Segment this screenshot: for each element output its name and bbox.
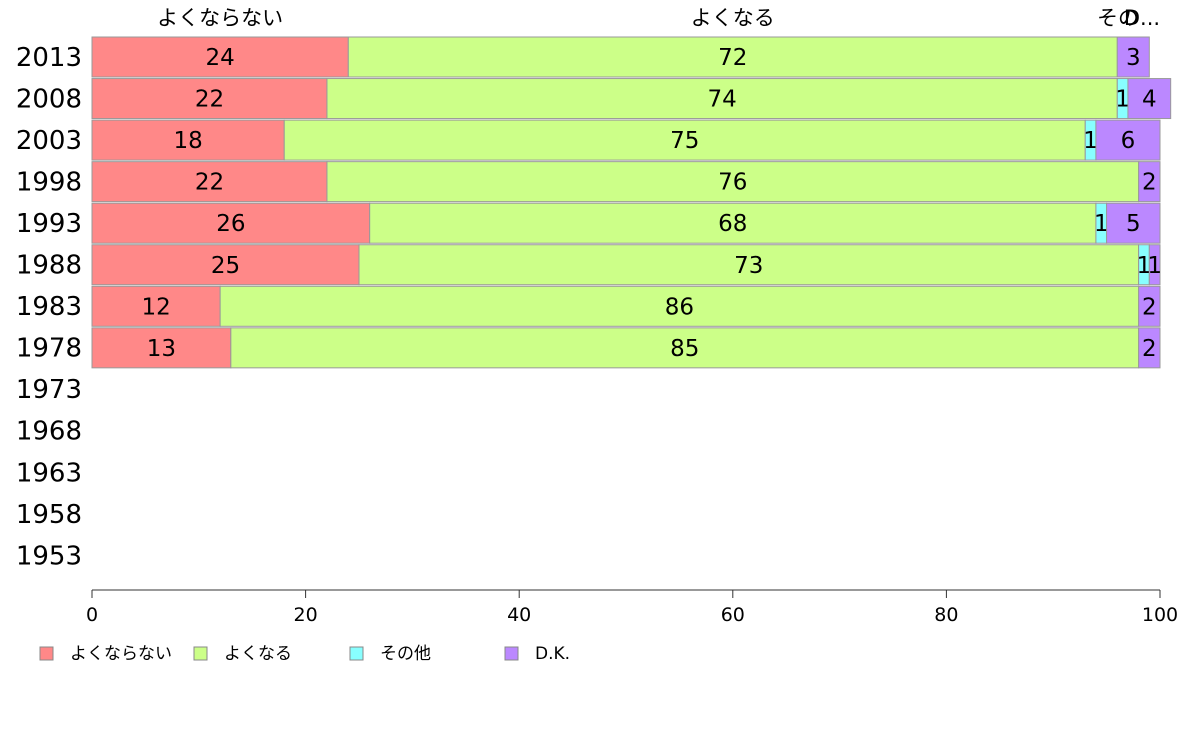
- bar-value-label: 5: [1126, 211, 1141, 237]
- legend-label: よくなる: [224, 644, 292, 664]
- bar-segment: [91, 285, 221, 327]
- y-tick-label: 2008: [16, 84, 82, 114]
- bar-segment: [326, 161, 1140, 203]
- legend-label: D.K.: [535, 644, 570, 664]
- legend-label: よくならない: [70, 644, 172, 664]
- bar-value-label: 2: [1142, 170, 1157, 196]
- bar-segment: [1106, 202, 1161, 244]
- legend-label: その他: [380, 644, 431, 664]
- bar-value-label: 3: [1126, 45, 1141, 71]
- bar-segment: [91, 327, 232, 369]
- bar-segment: [1127, 78, 1172, 120]
- bar-value-label: 22: [195, 170, 224, 196]
- bar-value-label: 73: [734, 253, 763, 279]
- x-tick-label: 0: [86, 604, 98, 626]
- bar-value-label: 72: [718, 45, 747, 71]
- bar-segment: [326, 78, 1118, 120]
- y-tick-label: 1958: [16, 500, 82, 530]
- bar-value-label: 22: [195, 87, 224, 113]
- bar-segment: [91, 161, 328, 203]
- bar-segment: [358, 244, 1140, 286]
- bar-value-label: 26: [216, 211, 245, 237]
- bar-segment: [91, 244, 360, 286]
- x-tick-label: 40: [507, 604, 531, 626]
- bar-segment: [1095, 119, 1161, 161]
- y-tick-label: 1978: [16, 334, 82, 364]
- bar-value-label: 2: [1142, 294, 1157, 320]
- bar-value-label: 13: [147, 336, 176, 362]
- x-tick-label: 60: [721, 604, 745, 626]
- y-tick-label: 2003: [16, 126, 82, 156]
- bar-value-label: 18: [173, 128, 202, 154]
- bar-segment: [91, 36, 349, 78]
- legend-swatch: [504, 646, 519, 661]
- x-tick-label: 100: [1142, 604, 1178, 626]
- bar-segment: [1138, 327, 1161, 369]
- bar-value-label: 25: [211, 253, 240, 279]
- bar-value-label: 24: [206, 45, 235, 71]
- y-tick-label: 1988: [16, 251, 82, 281]
- bar-value-label: 86: [665, 294, 694, 320]
- bar-value-label: 2: [1142, 336, 1157, 362]
- column-header: その: [1097, 6, 1139, 30]
- column-headers: よくならない よくなる そのD...: [157, 6, 1160, 30]
- bar-segment: [91, 119, 285, 161]
- bar-value-label: 85: [670, 336, 699, 362]
- x-tick-label: 80: [934, 604, 958, 626]
- y-tick-label: 1983: [16, 292, 82, 322]
- bar-segment: [347, 36, 1118, 78]
- bar-value-label: 1: [1147, 253, 1162, 279]
- bar-segment: [1138, 161, 1161, 203]
- legend-swatch: [39, 646, 54, 661]
- y-tick-label: 1973: [16, 375, 82, 405]
- bar-segment: [1116, 36, 1150, 78]
- legend-swatch: [349, 646, 364, 661]
- bar-segment: [230, 327, 1140, 369]
- bar-segment: [1148, 244, 1161, 286]
- bar-segment: [219, 285, 1140, 327]
- bar-segment: [1138, 285, 1161, 327]
- bar-value-label: 1: [1094, 211, 1109, 237]
- y-tick-label: 2013: [16, 43, 82, 73]
- bar-value-label: 68: [718, 211, 747, 237]
- column-header: D...: [1124, 6, 1160, 30]
- y-tick-label: 1998: [16, 167, 82, 197]
- legend-swatch: [193, 646, 208, 661]
- bar-value-label: 12: [141, 294, 170, 320]
- x-tick-label: 20: [294, 604, 318, 626]
- bar-value-label: 1: [1115, 87, 1130, 113]
- bar-value-label: 1: [1083, 128, 1098, 154]
- bar-value-label: 4: [1142, 87, 1157, 113]
- bar-value-label: 75: [670, 128, 699, 154]
- x-axis: 0 20 40 60 80 100: [86, 589, 1178, 626]
- bar-segment: [91, 202, 371, 244]
- column-header: よくならない: [157, 6, 283, 30]
- y-tick-label: 1968: [16, 417, 82, 447]
- bar-value-label: 6: [1121, 128, 1136, 154]
- bar-value-label: 74: [707, 87, 736, 113]
- column-header: よくなる: [691, 6, 775, 30]
- y-tick-label: 1993: [16, 209, 82, 239]
- y-axis: 2013 2008 2003 1998 1993 1988 1983 1978 1973 1968…: [16, 43, 82, 572]
- bar-value-label: 76: [718, 170, 747, 196]
- y-tick-label: 1963: [16, 458, 82, 488]
- bar-value-label: 1: [1137, 253, 1152, 279]
- y-tick-label: 1953: [16, 541, 82, 571]
- bar-segment: [91, 78, 328, 120]
- legend: よくならない よくなる その他 D.K.: [39, 644, 570, 664]
- bar-segment: [283, 119, 1086, 161]
